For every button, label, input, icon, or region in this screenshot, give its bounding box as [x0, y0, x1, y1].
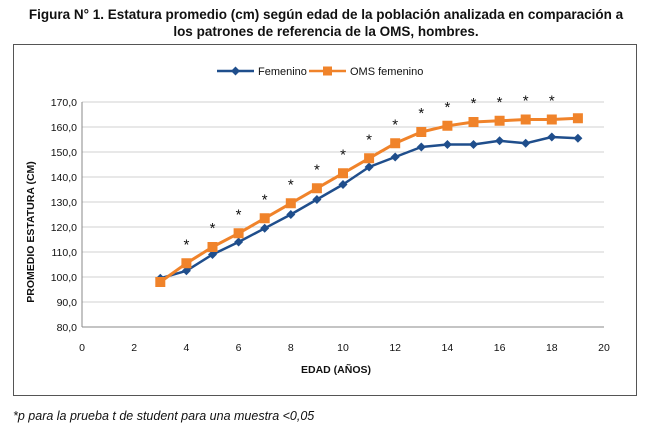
- significance-star: *: [314, 161, 320, 178]
- x-axis-label: EDAD (AÑOS): [301, 363, 371, 376]
- chart-frame: 80,0 90,0 100,0 110,0 120,0 130,0 140,0 150,0 16…: [13, 44, 637, 396]
- significance-star: *: [236, 206, 242, 223]
- data-point-femenino: [573, 133, 583, 143]
- data-point-femenino: [364, 162, 374, 172]
- legend-label-oms-femenino: OMS femenino: [350, 66, 423, 78]
- y-tick-label: 140,0: [51, 172, 77, 184]
- significance-star: *: [288, 176, 294, 193]
- x-tick-label: 18: [546, 342, 558, 354]
- y-tick-label: 160,0: [51, 122, 77, 134]
- data-point-oms-femenino: [233, 228, 244, 239]
- data-point-femenino: [260, 223, 270, 233]
- x-tick-label: 6: [236, 342, 242, 354]
- data-point-femenino: [521, 138, 531, 148]
- data-point-oms-femenino: [494, 115, 505, 126]
- x-tick-label: 12: [389, 342, 401, 354]
- data-point-oms-femenino: [364, 153, 375, 164]
- data-point-oms-femenino: [181, 258, 192, 269]
- legend-marker-oms-femenino: [323, 66, 332, 76]
- series-markers: [155, 113, 583, 287]
- data-point-femenino: [416, 142, 426, 152]
- x-tick-label: 10: [337, 342, 349, 354]
- data-point-oms-femenino: [520, 114, 531, 125]
- significance-star: *: [471, 95, 477, 112]
- y-axis-label: PROMEDIO ESTATURA (CM): [25, 161, 37, 303]
- axes: [81, 102, 604, 328]
- y-tick-label: 100,0: [51, 272, 77, 284]
- y-tick-label: 170,0: [51, 97, 77, 109]
- data-point-oms-femenino: [572, 113, 583, 124]
- caption-line-2: los patrones de referencia de la OMS, ho…: [173, 24, 479, 39]
- data-point-oms-femenino: [311, 183, 322, 194]
- data-point-oms-femenino: [155, 277, 166, 287]
- data-point-femenino: [181, 266, 191, 276]
- significance-star: *: [523, 93, 529, 110]
- data-point-oms-femenino: [338, 168, 348, 179]
- data-point-femenino: [208, 250, 217, 259]
- data-point-femenino: [312, 195, 322, 204]
- x-tick-label: 8: [288, 342, 294, 354]
- caption-line-1: Figura N° 1. Estatura promedio (cm) segú…: [28, 7, 624, 22]
- significance-markers: * * * * * * * * * * * * * * *: [183, 93, 554, 254]
- data-point-oms-femenino: [442, 120, 453, 131]
- data-point-oms-femenino: [390, 138, 401, 149]
- data-point-femenino: [547, 132, 557, 142]
- x-tick-label: 4: [183, 342, 189, 354]
- data-point-femenino: [286, 210, 296, 219]
- x-tick-label: 20: [598, 342, 610, 354]
- significance-star: *: [392, 116, 398, 133]
- y-tick-label: 150,0: [51, 147, 77, 159]
- legend-marker-femenino: [231, 66, 240, 76]
- significance-star: *: [262, 191, 268, 208]
- x-tick-label: 2: [131, 342, 137, 354]
- significance-star: *: [444, 99, 450, 116]
- legend: Femenino OMS femenino: [217, 66, 423, 78]
- data-point-femenino: [442, 140, 452, 149]
- significance-star: *: [549, 93, 555, 110]
- significance-star: *: [340, 146, 346, 163]
- data-point-femenino: [234, 237, 244, 247]
- data-point-femenino: [469, 140, 478, 149]
- y-tick-label: 110,0: [52, 247, 78, 259]
- significance-star: *: [418, 105, 424, 122]
- significance-star: *: [497, 94, 503, 111]
- data-point-oms-femenino: [259, 213, 270, 224]
- data-point-oms-femenino: [285, 198, 296, 209]
- gridlines: [82, 101, 604, 303]
- data-point-oms-femenino: [546, 114, 557, 125]
- figure-caption: Figura N° 1. Estatura promedio (cm) segú…: [0, 6, 652, 40]
- height-by-age-chart: 80,0 90,0 100,0 110,0 120,0 130,0 140,0 150,0 16…: [25, 66, 610, 376]
- data-point-femenino: [495, 136, 505, 146]
- tick-labels: 80,0 90,0 100,0 110,0 120,0 130,0 140,0 150,0 16…: [51, 97, 610, 354]
- x-tick-label: 16: [494, 342, 506, 354]
- significance-star: *: [183, 236, 189, 253]
- y-tick-label: 130,0: [51, 197, 77, 209]
- data-point-oms-femenino: [207, 242, 218, 252]
- significance-star: *: [366, 131, 372, 148]
- data-point-oms-femenino: [468, 117, 479, 127]
- data-point-femenino: [338, 180, 348, 189]
- data-point-oms-femenino: [416, 127, 427, 137]
- y-tick-label: 80,0: [57, 322, 78, 334]
- legend-label-femenino: Femenino: [258, 66, 307, 78]
- x-tick-label: 14: [442, 342, 454, 354]
- significance-star: *: [210, 220, 216, 237]
- footnote: *p para la prueba t de student para una …: [13, 409, 315, 423]
- x-tick-label: 0: [79, 342, 85, 354]
- y-tick-label: 90,0: [57, 297, 78, 309]
- data-point-femenino: [390, 152, 400, 162]
- y-tick-label: 120,0: [51, 222, 77, 234]
